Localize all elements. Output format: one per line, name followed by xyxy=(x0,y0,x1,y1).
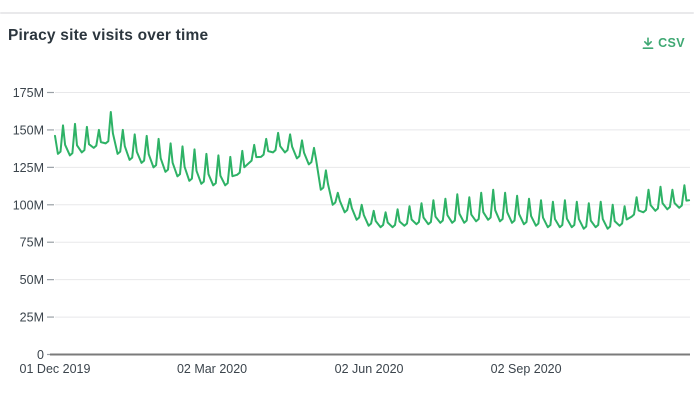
x-tick-label: 02 Jun 2020 xyxy=(335,362,404,376)
y-tick-label: 100M xyxy=(13,198,44,212)
y-tick-label: 25M xyxy=(20,311,44,325)
download-icon xyxy=(642,36,654,50)
x-tick-label: 02 Sep 2020 xyxy=(491,362,562,376)
y-tick-label: 150M xyxy=(13,123,44,137)
y-tick-label: 75M xyxy=(20,236,44,250)
y-tick-label: 125M xyxy=(13,161,44,175)
series-line-piracy-visits xyxy=(54,111,691,230)
y-tick-label: 175M xyxy=(13,86,44,100)
top-divider xyxy=(0,12,694,14)
csv-label: CSV xyxy=(658,36,685,50)
x-tick-label: 01 Dec 2019 xyxy=(20,362,91,376)
y-tick-label: 0 xyxy=(37,348,44,362)
page-title: Piracy site visits over time xyxy=(8,27,209,44)
csv-download-link[interactable]: CSV xyxy=(642,36,685,50)
y-tick-label: 50M xyxy=(20,273,44,287)
x-tick-label: 02 Mar 2020 xyxy=(177,362,247,376)
